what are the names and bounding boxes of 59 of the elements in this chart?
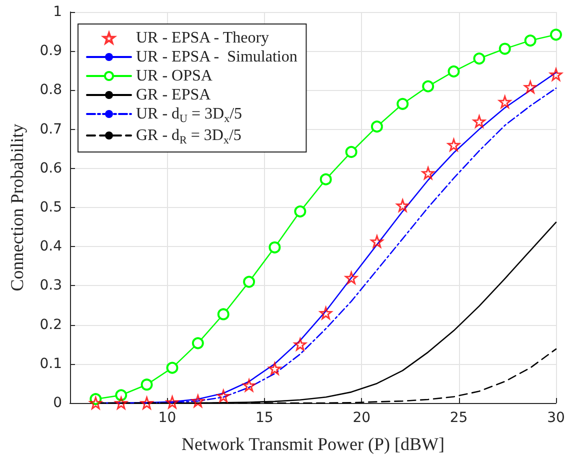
point — [166, 396, 179, 408]
point — [472, 115, 486, 128]
x-tick-label: 30 — [547, 410, 565, 426]
y-tick-label: 0.3 — [40, 278, 62, 294]
point — [268, 241, 281, 254]
y-tick-label: 0.6 — [40, 160, 62, 176]
legend-label: UR - EPSA - Simulation — [136, 48, 298, 66]
point — [498, 96, 512, 108]
point — [550, 28, 562, 41]
y-tick-label: 0.7 — [40, 121, 62, 138]
point — [114, 396, 128, 410]
point — [294, 338, 306, 351]
point — [524, 34, 536, 47]
point — [396, 199, 409, 212]
point — [448, 65, 460, 78]
point — [370, 120, 383, 133]
point — [396, 98, 409, 110]
point — [447, 138, 460, 152]
point — [370, 235, 384, 248]
point — [242, 379, 256, 392]
x-tick-label: 20 — [352, 410, 371, 426]
point — [524, 80, 537, 94]
legend-label: UR - EPSA - Theory — [136, 30, 270, 46]
y-tick-label: 1 — [53, 4, 62, 20]
point — [550, 68, 562, 81]
point — [192, 337, 204, 350]
point — [89, 396, 102, 410]
point — [140, 378, 153, 391]
point — [294, 205, 306, 218]
point — [422, 166, 434, 180]
point — [345, 272, 358, 284]
point — [498, 42, 511, 55]
y-tick-label: 0 — [53, 395, 62, 411]
y-axis-title: Connection Probability — [7, 124, 27, 292]
point — [422, 80, 434, 92]
point — [217, 390, 230, 402]
point — [166, 362, 178, 374]
x-tick-label: 25 — [450, 410, 468, 426]
x-tick-label: 10 — [158, 410, 176, 426]
legend-label: UR - OPSA — [136, 68, 213, 84]
point — [345, 146, 358, 158]
point — [140, 396, 154, 410]
point — [115, 389, 128, 402]
y-tick-label: 0.1 — [40, 356, 62, 372]
y-tick-label: 0.5 — [40, 200, 62, 216]
point — [473, 52, 486, 65]
y-tick-label: 0.9 — [40, 43, 62, 60]
y-tick-label: 0.8 — [40, 82, 62, 98]
y-tick-label: 0.2 — [40, 316, 62, 333]
point — [320, 306, 332, 320]
legend-label: GR - EPSA — [136, 86, 212, 104]
point — [217, 308, 230, 320]
point — [243, 276, 256, 288]
point — [320, 173, 332, 186]
x-axis-title: Network Transmit Power (P) [dBW] — [182, 434, 444, 454]
point — [268, 362, 281, 375]
point — [192, 394, 204, 408]
y-tick-label: 0.4 — [40, 238, 62, 255]
x-tick-label: 15 — [255, 410, 274, 426]
